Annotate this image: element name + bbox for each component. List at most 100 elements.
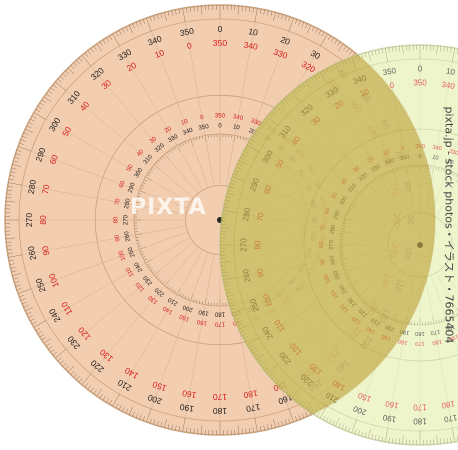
degree-tick: [87, 385, 91, 390]
degree-tick: [112, 393, 120, 407]
degree-tick: [50, 87, 55, 91]
degree-label: 350: [215, 113, 226, 120]
degree-tick: [128, 406, 134, 415]
degree-tick: [273, 418, 276, 428]
inner-tick: [448, 170, 451, 174]
degree-tick: [338, 423, 341, 428]
degree-tick: [156, 420, 159, 426]
degree-tick: [381, 48, 383, 54]
degree-tick: [452, 428, 455, 442]
degree-label: 350: [198, 123, 210, 132]
degree-tick: [189, 7, 191, 13]
degree-label: 50: [125, 163, 135, 173]
radial-spoke: [65, 241, 194, 350]
degree-tick: [284, 419, 287, 425]
degree-tick: [52, 84, 57, 88]
degree-tick: [10, 171, 16, 173]
degree-tick: [118, 30, 122, 35]
inner-tick: [162, 155, 165, 159]
radial-spoke: [440, 199, 458, 221]
degree-tick: [450, 47, 452, 53]
degree-label: 160: [384, 399, 399, 410]
degree-tick: [22, 135, 27, 139]
inner-tick: [160, 157, 163, 161]
degree-tick: [118, 405, 122, 410]
inner-tick: [148, 171, 152, 174]
watermark-side-text: pixta.jp - stock photos・イラスト・7665404: [442, 106, 456, 344]
degree-tick: [318, 30, 322, 35]
degree-label: 20: [446, 158, 454, 166]
degree-tick: [23, 132, 29, 135]
degree-tick: [9, 263, 15, 265]
inner-tick: [451, 171, 453, 175]
degree-tick: [295, 19, 298, 25]
inner-tick: [182, 142, 184, 146]
degree-tick: [337, 43, 344, 52]
degree-label: 350: [413, 79, 427, 88]
degree-tick: [364, 432, 367, 438]
degree-label: 270: [123, 214, 130, 225]
degree-tick: [128, 25, 134, 34]
inner-tick: [184, 141, 187, 145]
inner-tick: [438, 319, 440, 323]
degree-tick: [125, 408, 129, 414]
degree-tick: [259, 8, 262, 14]
degree-tick: [288, 17, 294, 32]
degree-label: 10: [180, 118, 189, 127]
degree-tick: [8, 259, 14, 262]
degree-tick: [335, 418, 340, 427]
degree-label: 190: [179, 402, 195, 414]
degree-tick: [43, 96, 52, 103]
degree-tick: [35, 327, 41, 331]
degree-tick: [273, 12, 276, 22]
degree-tick: [440, 438, 442, 444]
degree-label: 150: [356, 391, 372, 404]
inner-tick: [455, 174, 458, 178]
degree-label: 340: [243, 40, 259, 52]
degree-tick: [73, 62, 77, 67]
degree-tick: [132, 411, 135, 417]
radial-spoke: [45, 237, 191, 321]
degree-label: 0: [186, 40, 193, 51]
degree-tick: [105, 397, 109, 403]
degree-tick: [12, 164, 22, 167]
inner-tick: [166, 285, 170, 288]
inner-tick: [136, 199, 140, 201]
degree-label: 330: [448, 148, 458, 157]
degree-tick: [45, 343, 51, 347]
degree-label: 290: [127, 181, 137, 194]
degree-tick: [16, 149, 22, 152]
degree-tick: [102, 396, 106, 401]
degree-tick: [371, 434, 374, 440]
radial-spoke: [90, 65, 199, 194]
inner-tick: [435, 320, 437, 324]
degree-label: 140: [161, 304, 174, 315]
degree-tick: [11, 167, 17, 170]
degree-tick: [348, 426, 351, 432]
degree-tick: [73, 373, 77, 378]
inner-tick: [143, 179, 147, 182]
degree-tick: [252, 427, 254, 433]
degree-tick: [7, 252, 13, 254]
inner-tick: [179, 293, 182, 297]
degree-label: 80: [38, 215, 48, 225]
degree-tick: [52, 352, 57, 356]
degree-tick: [48, 346, 53, 350]
degree-tick: [368, 51, 371, 61]
degree-tick: [270, 423, 273, 429]
inner-tick: [448, 316, 451, 320]
degree-tick: [149, 16, 152, 22]
degree-tick: [12, 273, 22, 276]
degree-tick: [395, 438, 397, 444]
inner-tick: [441, 168, 443, 172]
degree-label: 10: [248, 26, 259, 38]
inner-tick: [196, 299, 198, 303]
degree-tick: [337, 41, 341, 47]
degree-label: 200: [351, 404, 367, 417]
degree-tick: [332, 420, 335, 425]
inner-tick: [157, 277, 161, 280]
radial-spoke: [435, 272, 458, 312]
degree-label: 280: [26, 179, 38, 195]
degree-label: 210: [166, 296, 179, 307]
inner-tick: [150, 169, 153, 172]
